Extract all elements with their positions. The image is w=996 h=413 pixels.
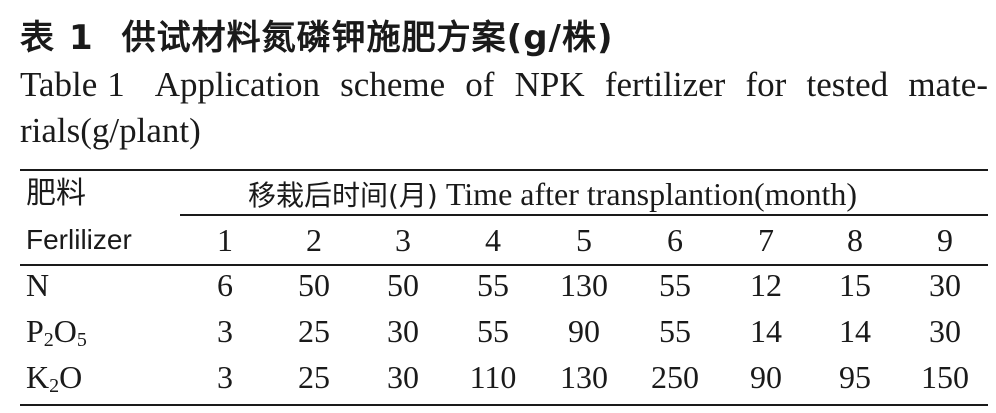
table-cell: 30 — [929, 313, 961, 349]
fertilizer-header-en: Ferlilizer — [26, 224, 132, 255]
caption-english: Table 1 Application scheme of NPK fertiliz… — [20, 62, 988, 154]
table-cell: 12 — [750, 267, 782, 303]
table-cell: 55 — [477, 267, 509, 303]
label-subscript: 2 — [49, 375, 60, 397]
table-bottom-rule — [20, 404, 988, 406]
table-cell: 55 — [477, 313, 509, 349]
fertilizer-header-cn: 肥料 — [26, 176, 86, 211]
table-cell: 15 — [839, 267, 871, 303]
table-cell: 30 — [387, 313, 419, 349]
caption-chinese: 表 1 供试材料氮磷钾施肥方案(g/株) — [20, 10, 614, 59]
label-text: K — [26, 359, 50, 395]
column-group-rule — [180, 214, 988, 216]
table-cell: 30 — [929, 267, 961, 303]
table-cell: 50 — [387, 267, 419, 303]
month-header-cell: 4 — [485, 222, 501, 258]
month-header-cell: 2 — [306, 222, 322, 258]
time-header-en: Time after transplantion(month) — [445, 176, 858, 212]
month-header-cell: 9 — [937, 222, 953, 258]
row-label-k2o: K2O — [26, 357, 82, 406]
table-cell: 25 — [298, 313, 330, 349]
table-cell: 25 — [298, 359, 330, 395]
row-label-n: N — [26, 265, 49, 305]
caption-cn-title: 供试材料氮磷钾施肥方案(g/株) — [121, 18, 614, 58]
caption-en-label: Table — [20, 65, 98, 104]
caption-cn-label: 表 — [20, 18, 55, 58]
table-cell: 14 — [750, 313, 782, 349]
label-text: O — [59, 359, 83, 395]
table-cell: 90 — [568, 313, 600, 349]
table-cell: 90 — [750, 359, 782, 395]
table-cell: 55 — [659, 267, 691, 303]
table-cell: 110 — [469, 359, 517, 395]
header-bottom-rule — [20, 264, 988, 266]
table-top-rule — [20, 169, 988, 171]
label-text: P — [26, 313, 44, 349]
table-cell: 3 — [217, 359, 233, 395]
label-subscript: 2 — [43, 329, 54, 351]
table-cell: 130 — [560, 267, 608, 303]
time-header-cn: 移栽后时间(月) — [248, 179, 438, 212]
month-header-cell: 1 — [217, 222, 233, 258]
month-header-cell: 3 — [395, 222, 411, 258]
label-subscript: 5 — [76, 329, 87, 351]
table-cell: 3 — [217, 313, 233, 349]
table-cell: 6 — [217, 267, 233, 303]
caption-cn-number: 1 — [69, 18, 94, 58]
table-cell: 250 — [651, 359, 699, 395]
month-header-cell: 8 — [847, 222, 863, 258]
table-cell: 50 — [298, 267, 330, 303]
table-cell: 95 — [839, 359, 871, 395]
label-text: N — [26, 267, 50, 303]
row-label-p2o5: P2O5 — [26, 311, 87, 360]
month-header-cell: 6 — [667, 222, 683, 258]
time-span-header: 移栽后时间(月) Time after transplantion(month) — [248, 174, 857, 216]
caption-en-title: Application scheme of NPK fertilizer for… — [20, 65, 988, 150]
table-cell: 30 — [387, 359, 419, 395]
month-header-cell: 5 — [576, 222, 592, 258]
table-cell: 14 — [839, 313, 871, 349]
caption-en-number: 1 — [107, 65, 125, 104]
month-header-cell: 7 — [758, 222, 774, 258]
table-cell: 130 — [560, 359, 608, 395]
table-cell: 150 — [921, 359, 969, 395]
label-text: O — [53, 313, 77, 349]
table-cell: 55 — [659, 313, 691, 349]
